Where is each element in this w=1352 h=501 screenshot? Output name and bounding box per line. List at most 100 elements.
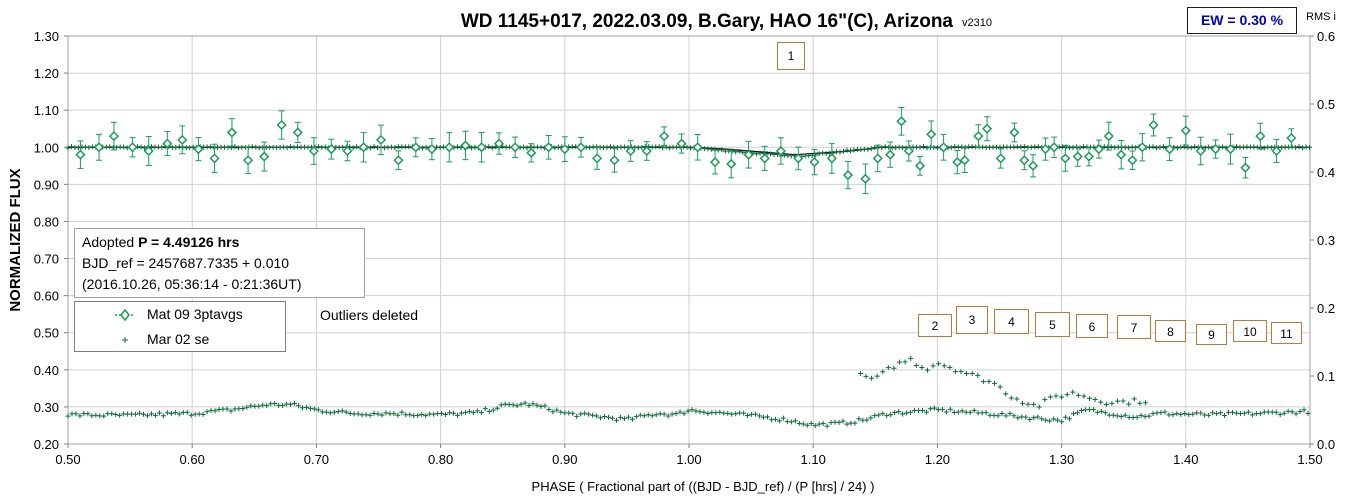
se-point xyxy=(1188,145,1194,151)
rms-point xyxy=(518,401,524,407)
rms-point xyxy=(681,411,687,417)
event-marker-6: 6 xyxy=(1076,314,1108,338)
rms-point xyxy=(101,413,107,419)
rms-point xyxy=(1003,391,1009,397)
avg-point xyxy=(410,142,421,153)
rms-point xyxy=(1078,407,1084,413)
avg-point xyxy=(177,134,188,145)
se-point xyxy=(1174,145,1180,151)
x-tick-label: 1.20 xyxy=(925,452,950,467)
rms-point xyxy=(65,413,71,419)
se-point xyxy=(1160,144,1166,150)
avg-point xyxy=(860,173,871,184)
x-tick-label: 0.50 xyxy=(55,452,80,467)
rms-point xyxy=(1293,411,1299,417)
rms-point xyxy=(947,406,953,412)
se-point xyxy=(837,149,843,155)
avg-point xyxy=(1255,131,1266,142)
rms-point xyxy=(458,410,464,416)
se-point xyxy=(767,151,773,157)
rms-point xyxy=(431,411,437,417)
chart-version: v2310 xyxy=(962,17,992,29)
info-line-1-prefix: Adopted xyxy=(82,234,139,250)
rms-point xyxy=(1162,409,1168,415)
rms-point xyxy=(1297,409,1303,415)
rms-point xyxy=(897,359,903,365)
rms-point xyxy=(586,411,592,417)
rms-point xyxy=(514,403,520,409)
rms-point xyxy=(633,414,639,420)
y2-tick-label: 0.0 xyxy=(1317,437,1335,452)
rms-point xyxy=(415,412,421,418)
rms-point xyxy=(1011,413,1017,419)
rms-point xyxy=(820,420,826,426)
se-point xyxy=(917,144,923,150)
se-point xyxy=(291,144,297,150)
rms-point xyxy=(856,416,862,422)
se-point xyxy=(1129,144,1135,150)
rms-point xyxy=(1146,413,1152,419)
rms-point xyxy=(407,412,413,418)
rms-point xyxy=(1063,414,1069,420)
rms-point xyxy=(1075,392,1081,398)
y2-tick-label: 0.6 xyxy=(1317,29,1335,44)
rms-point xyxy=(997,384,1003,390)
rms-point xyxy=(546,407,552,413)
rms-point xyxy=(725,410,731,416)
avg-point xyxy=(444,142,455,153)
avg-point xyxy=(193,144,204,155)
rms-point xyxy=(296,403,302,409)
rms-point xyxy=(606,414,612,420)
rms-point xyxy=(510,402,516,408)
se-point xyxy=(1035,144,1041,150)
rms-point xyxy=(168,410,174,416)
se-point xyxy=(68,144,74,150)
se-point xyxy=(1028,144,1034,150)
rms-point xyxy=(355,411,361,417)
rms-point xyxy=(1087,395,1093,401)
rms-point xyxy=(542,403,548,409)
rms-point xyxy=(1051,416,1057,422)
rms-point xyxy=(1036,404,1042,410)
rms-point xyxy=(1059,394,1065,400)
se-point xyxy=(1077,145,1083,151)
rms-point xyxy=(665,413,671,419)
y2-tick-label: 0.3 xyxy=(1317,233,1335,248)
rms-point xyxy=(717,409,723,415)
rms-point xyxy=(343,409,349,415)
rms-point xyxy=(967,409,973,415)
rms-point xyxy=(1075,410,1080,416)
rms-point xyxy=(1098,408,1104,414)
rms-point xyxy=(741,410,747,416)
rms-point xyxy=(558,409,564,415)
se-point xyxy=(587,145,593,151)
ew-badge: EW = 0.30 % xyxy=(1187,7,1297,34)
se-point xyxy=(1150,144,1156,150)
event-marker-5: 5 xyxy=(1035,312,1070,337)
rms-point xyxy=(1103,402,1109,408)
avg-point xyxy=(510,142,521,153)
rms-point xyxy=(1218,410,1224,416)
avg-point xyxy=(1103,131,1114,142)
avg-point xyxy=(826,153,837,164)
rms-point xyxy=(1142,414,1148,420)
se-point xyxy=(893,145,899,151)
avg-point xyxy=(914,160,926,171)
rms-point xyxy=(439,411,445,417)
se-point xyxy=(816,151,822,157)
se-point xyxy=(920,144,926,150)
rms-point xyxy=(133,411,139,417)
rms-point xyxy=(1137,400,1143,406)
avg-point xyxy=(1040,144,1051,155)
rms-point xyxy=(1257,411,1263,417)
x-tick-label: 1.10 xyxy=(801,452,826,467)
rms-point xyxy=(900,411,906,417)
avg-point xyxy=(995,153,1006,164)
rms-point xyxy=(1249,412,1255,418)
rms-point xyxy=(792,418,798,424)
rms-point xyxy=(908,409,914,415)
rms-point xyxy=(1031,401,1037,407)
rms-point xyxy=(530,401,536,407)
rms-point xyxy=(955,409,961,415)
